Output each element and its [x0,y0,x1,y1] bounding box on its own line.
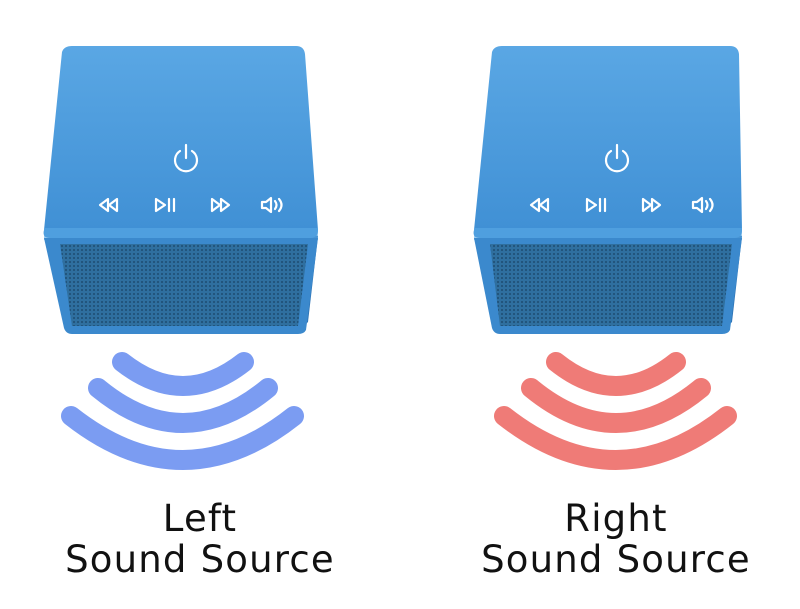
speaker-caption: Right Sound Source [432,498,800,580]
sound-wave-outer [494,406,737,470]
rewind-icon[interactable] [529,197,550,213]
speaker-caption: Left Sound Source [0,498,400,580]
rewind-icon[interactable] [98,197,119,213]
power-icon[interactable] [173,143,199,173]
fast-forward-icon[interactable] [210,197,231,213]
caption-line-1: Left [162,497,238,540]
speaker-body [43,46,318,334]
right-speaker-illustration [473,46,742,470]
sound-wave-middle [521,378,711,433]
volume-icon[interactable] [691,196,714,214]
sound-waves [494,352,737,470]
speaker-body [473,46,742,334]
fast-forward-icon[interactable] [641,197,662,213]
sound-wave-outer [61,406,304,470]
volume-icon[interactable] [260,196,283,214]
left-sound-source: Left Sound Source [0,46,400,580]
speaker-grill [490,244,732,326]
right-sound-source: Right Sound Source [400,0,800,609]
caption-line-1: Right [564,497,668,540]
sound-wave-inner [546,352,686,396]
play-pause-icon[interactable] [585,197,607,213]
play-pause-icon[interactable] [154,197,176,213]
left-speaker-illustration [43,46,318,470]
sound-wave-inner [112,352,254,396]
power-icon[interactable] [604,143,630,173]
caption-line-2: Sound Source [481,538,751,581]
sound-wave-middle [88,378,278,433]
speaker-grill [60,244,308,326]
sound-waves [61,352,304,470]
caption-line-2: Sound Source [65,538,335,581]
